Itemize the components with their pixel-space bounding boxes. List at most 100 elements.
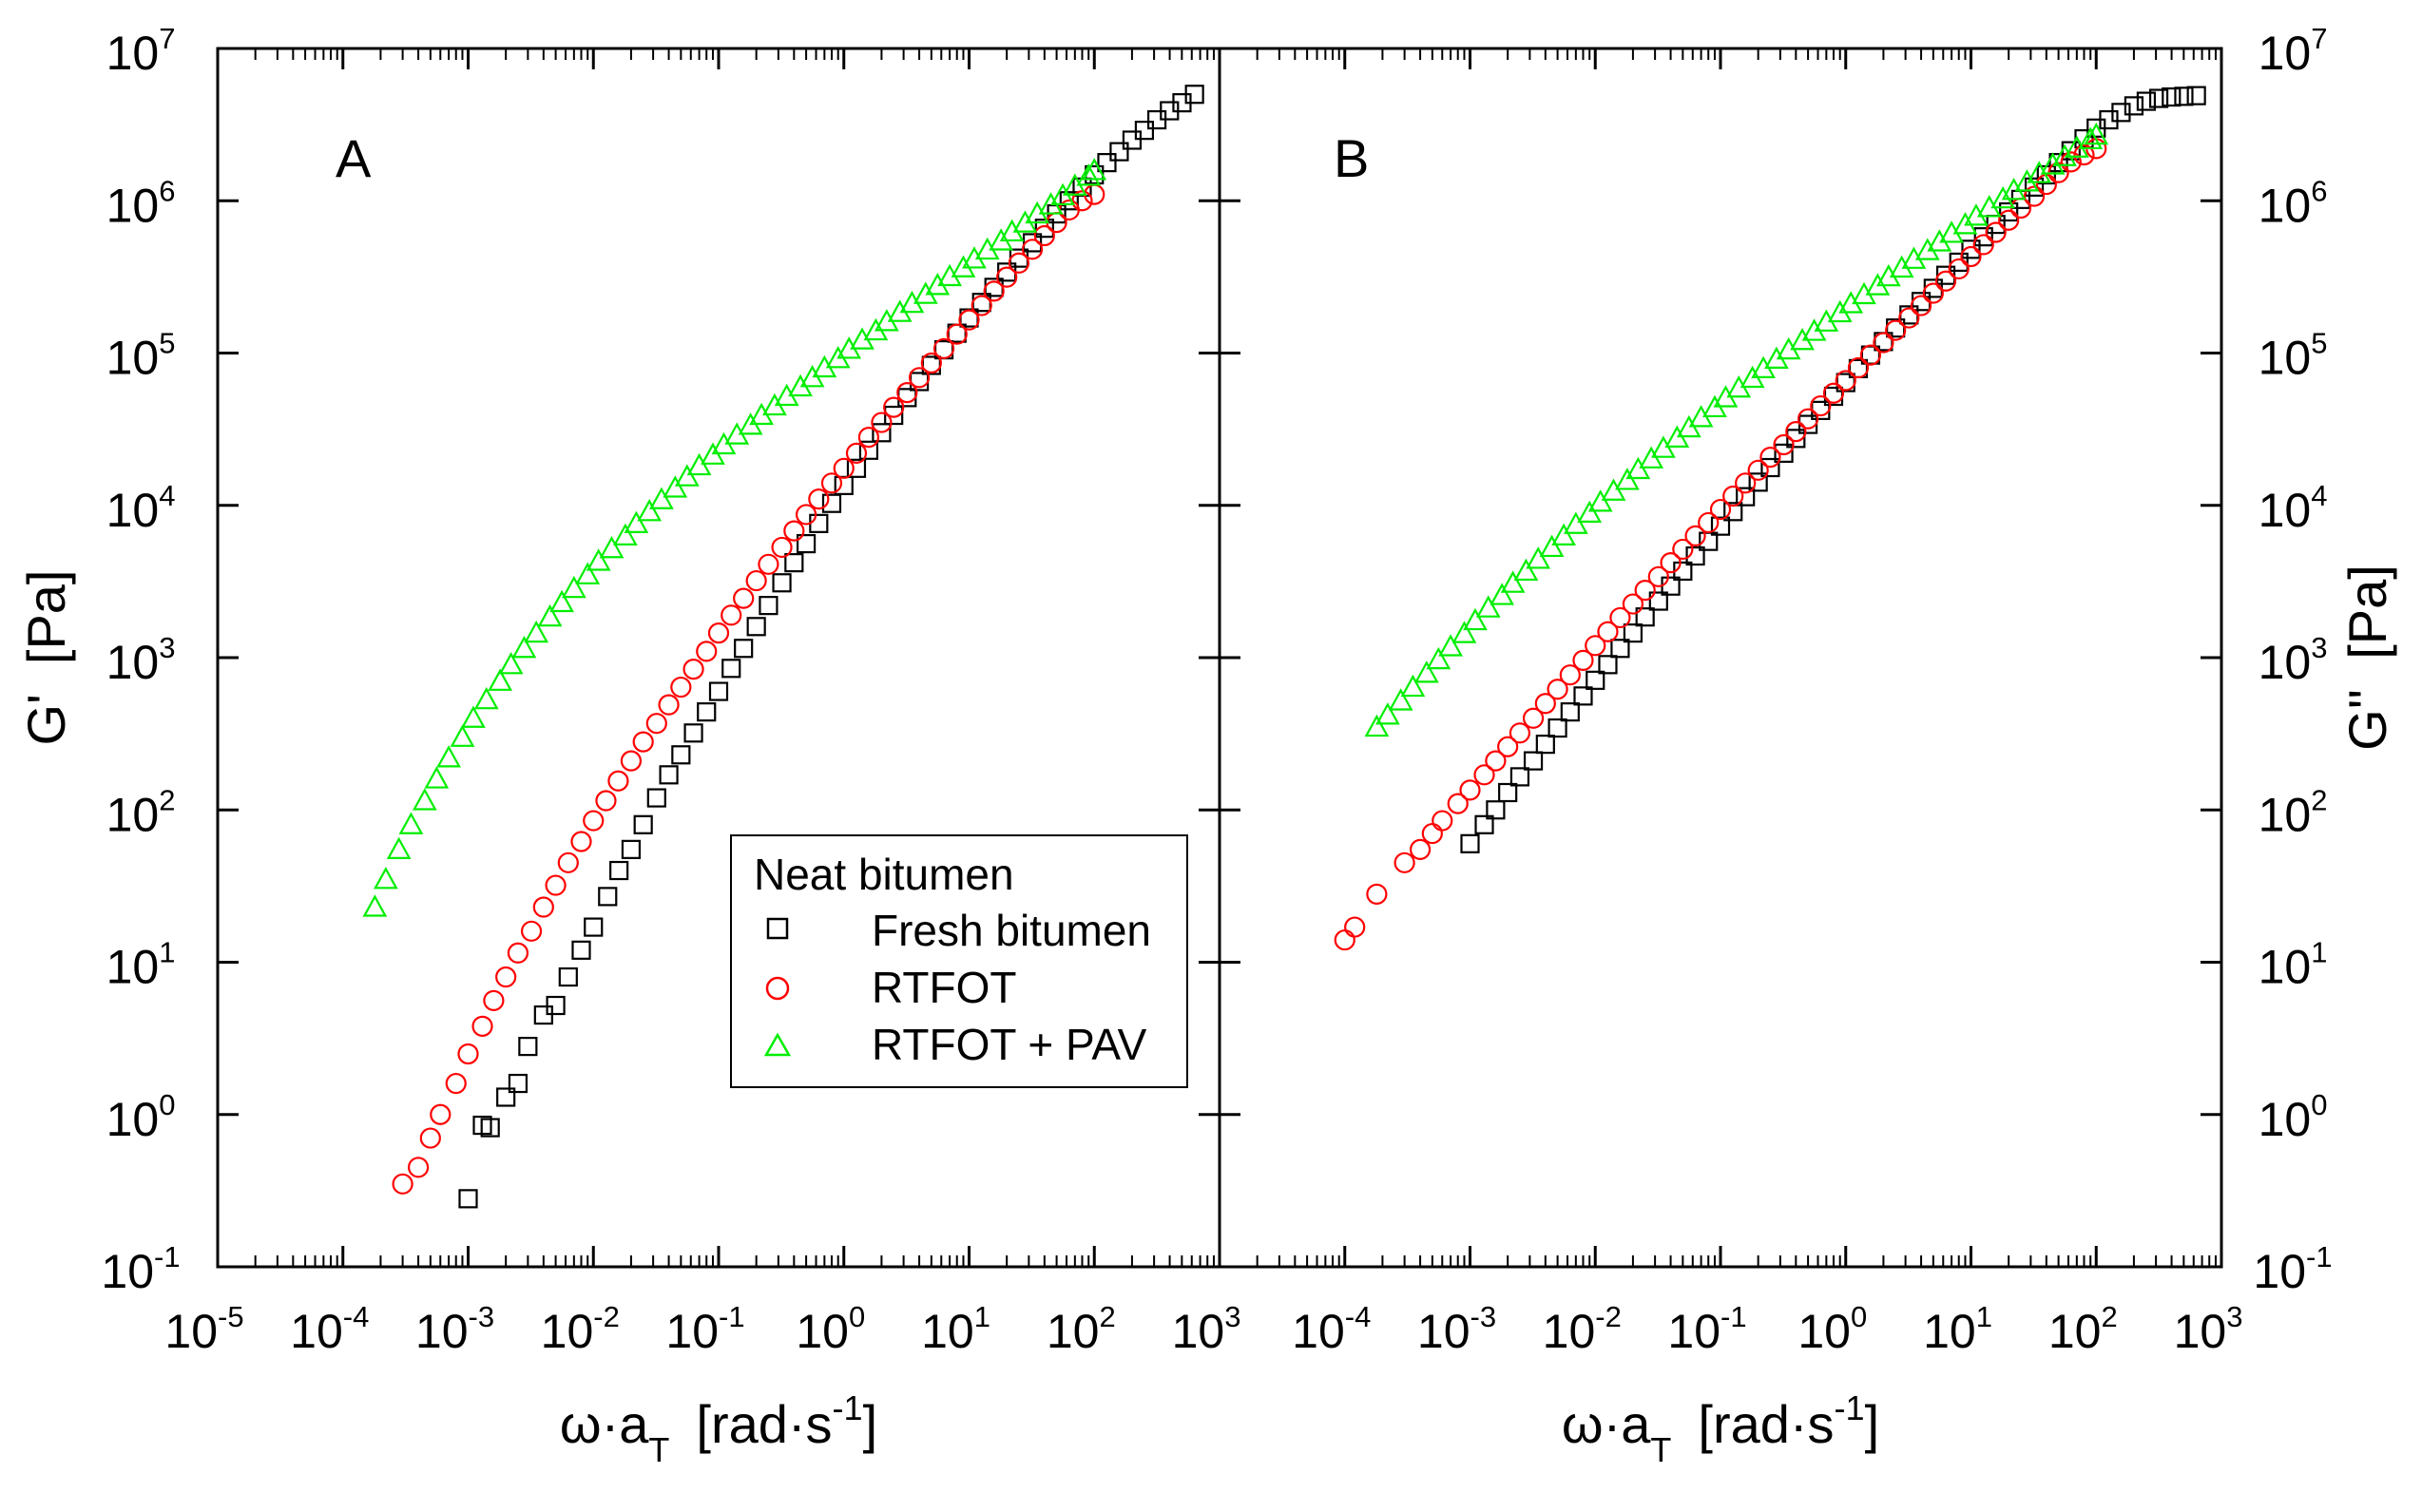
panel-b-fresh-bitumen-point — [1736, 487, 1756, 507]
panel-a-x-tick-label: 10-1 — [665, 1300, 744, 1358]
panel-b-fresh-bitumen-point — [1573, 686, 1593, 706]
panel-b-rtfot-point — [1709, 498, 1732, 521]
panel-b-rtfot-point — [1559, 664, 1581, 686]
panel-a-y-tick-label: 107 — [106, 22, 176, 80]
panel-b-x-tick-label: 10-3 — [1417, 1300, 1496, 1358]
legend-label-rtfot-pav: RTFOT + PAV — [872, 1020, 1147, 1069]
panel-a-fresh-bitumen-point — [1022, 233, 1043, 253]
panel-a-rtfot-pav-point — [461, 705, 486, 728]
panel-a-rtfot-point — [645, 713, 667, 735]
panel-b-fresh-bitumen-point — [1498, 782, 1518, 803]
panel-b-data-layer — [1334, 86, 2206, 951]
panel-a-fresh-bitumen-point — [1184, 85, 1204, 105]
panel-b-y-tick-label: 104 — [2259, 479, 2328, 537]
panel-b-y-tick-label: 103 — [2259, 631, 2328, 689]
panel-b-rtfot-point — [1873, 332, 1894, 354]
panel-a-fresh-bitumen-point — [598, 887, 618, 907]
panel-b-rtfot-pav-point — [1426, 646, 1451, 670]
panel-b-rtfot-point — [1735, 472, 1757, 494]
panel-a-fresh-bitumen-point — [796, 534, 817, 554]
panel-b-x-title-close: ] — [1865, 1394, 1880, 1454]
panel-a-rtfot-point — [457, 1043, 479, 1065]
panel-a-rtfot-pav-point — [537, 603, 563, 627]
panel-b-rtfot-point — [1344, 916, 1366, 938]
panel-b-fresh-bitumen-point — [2099, 109, 2119, 130]
panel-b-x-title-main: ω·a — [1562, 1394, 1651, 1454]
panel-b-fresh-bitumen-point — [1710, 516, 1731, 536]
panel-b-rtfot-point — [1447, 793, 1469, 814]
panel-b-fresh-bitumen-point — [2124, 96, 2144, 116]
panel-b-y-tick-label: 101 — [2259, 936, 2328, 994]
panel-a-rtfot-point — [845, 442, 868, 464]
panel-b-rtfot-pav-point — [2078, 126, 2104, 150]
panel-a-rtfot-point — [996, 266, 1018, 288]
panel-a-series-fresh-bitumen — [458, 85, 1204, 1209]
panel-b-x-tick-label: 103 — [2174, 1300, 2243, 1358]
panel-a-fresh-bitumen-point — [734, 639, 754, 659]
legend-marker-rtfot-pav — [763, 1032, 792, 1057]
panel-b-fresh-bitumen-point — [1949, 252, 1969, 272]
panel-a-rtfot-pav-point — [575, 562, 601, 584]
panel-a-fresh-bitumen-point — [659, 765, 679, 785]
panel-b-fresh-bitumen-point — [1486, 800, 1506, 820]
panel-a-rtfot-point — [820, 472, 843, 494]
panel-b-rtfot-point — [1684, 525, 1706, 547]
panel-b-rtfot-point — [1660, 552, 1682, 574]
panel-a-rtfot-point — [557, 852, 579, 873]
panel-a-rtfot-pav-point — [613, 523, 638, 546]
panel-b-rtfot-point — [1885, 319, 1907, 341]
panel-a-rtfot-point — [595, 790, 617, 812]
panel-b-rtfot-point — [1485, 750, 1507, 772]
panel-a-rtfot-point — [696, 641, 718, 662]
panel-a-rtfot-point — [808, 488, 830, 510]
panel-a-fresh-bitumen-point — [546, 995, 566, 1016]
panel-b-rtfot-point — [1759, 447, 1781, 469]
panel-b-rtfot-point — [1785, 421, 1807, 443]
panel-b-rtfot-pav-point — [1625, 456, 1651, 480]
legend-label-rtfot: RTFOT — [872, 963, 1016, 1012]
panel-b-rtfot-pav-point — [1551, 523, 1576, 546]
panel-b-rtfot-pav-point — [1577, 500, 1603, 523]
panel-a-y-axis-title: G' [Pa] — [16, 570, 76, 746]
panel-a-rtfot-pav-point — [1082, 158, 1107, 181]
panel-a-fresh-bitumen-point — [683, 723, 703, 743]
panel-a-rtfot-pav-point — [398, 812, 424, 834]
panel-a-x-axis-title: ω·aT [rad·s-1] — [560, 1388, 877, 1469]
panel-b-fresh-bitumen-point — [2174, 86, 2194, 106]
panel-a-y-tick-label: 103 — [106, 631, 176, 689]
panel-a-rtfot-point — [507, 942, 529, 964]
panel-a-x-tick-label: 102 — [1047, 1300, 1116, 1358]
panel-a-rtfot-pav-point — [362, 894, 388, 917]
panel-a-x-title-main: ω·a — [560, 1394, 649, 1454]
panel-b-rtfot-point — [1409, 838, 1432, 860]
panel-a-rtfot-pav-point — [649, 487, 674, 509]
panel-a: 10-5 10-4 10-3 10-2 10-1 100 101 102 103 10-1 100 1… — [16, 22, 1240, 1469]
panel-a-series-rtfot-pav — [362, 158, 1107, 917]
legend-box — [730, 834, 1188, 1088]
panel-b-rtfot-point — [1898, 307, 1920, 329]
panel-b-fresh-bitumen-point — [1610, 639, 1630, 659]
panel-b-rtfot-pav-point — [1438, 634, 1463, 657]
panel-a-fresh-bitumen-point — [1134, 121, 1155, 141]
panel-a-x-tick-label: 103 — [1172, 1300, 1241, 1358]
panel-b-rtfot-point — [1934, 270, 1957, 292]
panel-b-rtfot-point — [1998, 209, 2020, 231]
panel-b-rtfot-point — [1922, 282, 1944, 304]
panel-b-rtfot-point — [1534, 693, 1556, 715]
panel-a-rtfot-point — [520, 920, 543, 942]
panel-b-x-tick-label: 10-1 — [1667, 1300, 1746, 1358]
panel-a-rtfot-pav-point — [637, 499, 663, 522]
panel-a-fresh-bitumen-point — [784, 553, 804, 573]
panel-a-rtfot-point — [1033, 224, 1055, 247]
panel-a-fresh-bitumen-point — [697, 702, 717, 722]
panel-b-rtfot-point — [1572, 649, 1594, 671]
panel-a-rtfot-point — [871, 411, 893, 433]
panel-a-rtfot-point — [471, 1015, 493, 1037]
panel-b-fresh-bitumen-point — [1786, 429, 1806, 449]
panel-a-fresh-bitumen-point — [518, 1036, 538, 1057]
panel-b-rtfot-point — [1948, 258, 1970, 280]
panel-a-rtfot-point — [896, 382, 918, 404]
panel-a-fresh-bitumen-point — [1034, 219, 1054, 239]
panel-b-fresh-bitumen-point — [1648, 591, 1668, 611]
panel-a-fresh-bitumen-point — [821, 493, 842, 513]
